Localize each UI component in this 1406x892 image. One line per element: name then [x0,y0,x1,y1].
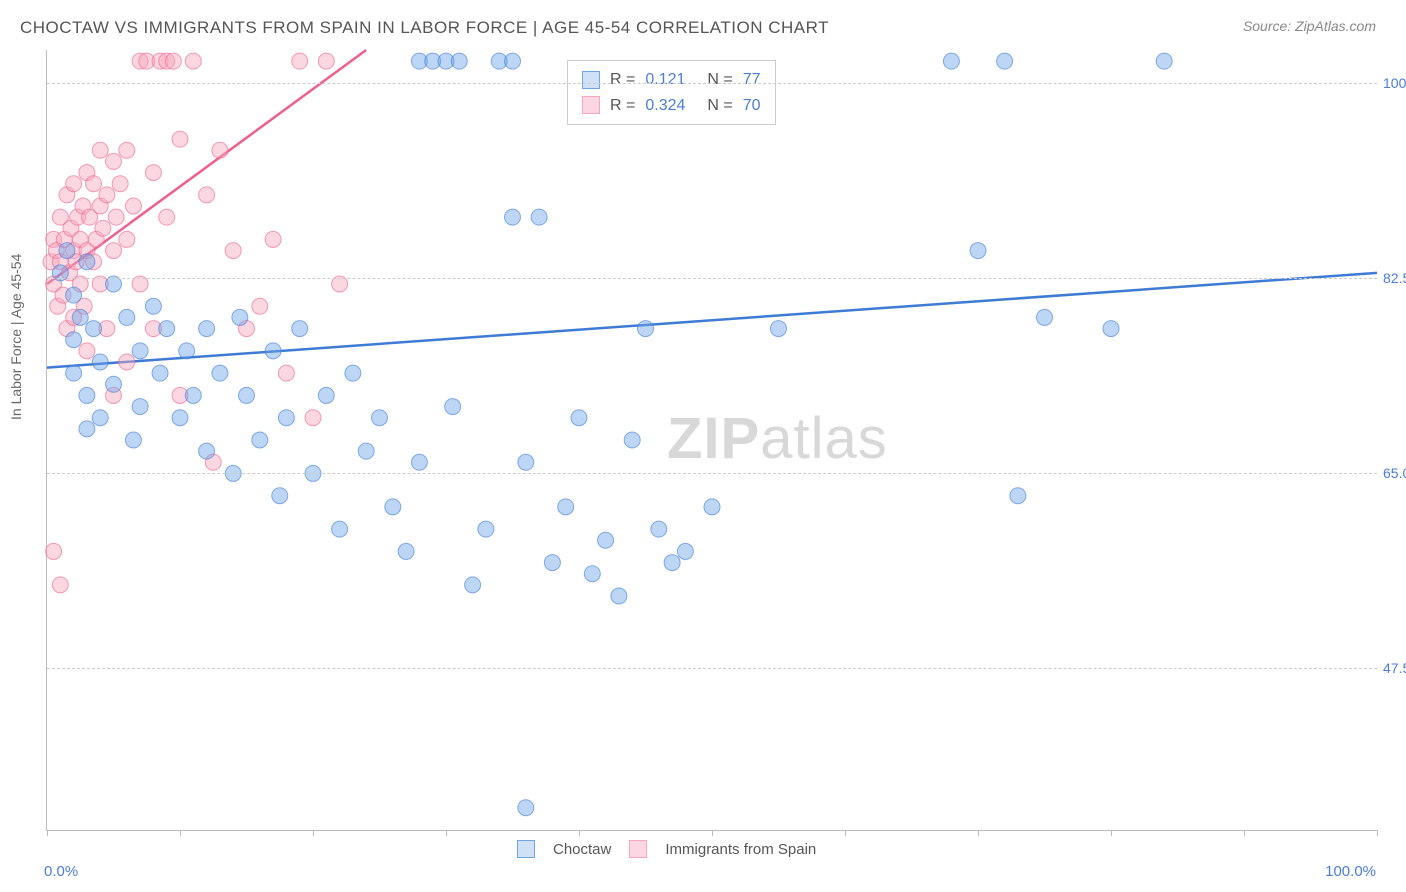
y-tick-label: 65.0% [1383,465,1406,481]
legend-swatch [629,840,647,858]
plot-area: ZIPatlas R = 0.121N = 77R = 0.324N = 70 … [46,50,1377,831]
y-axis-label: In Labor Force | Age 45-54 [8,254,24,420]
x-tick [1111,830,1112,836]
x-axis-min: 0.0% [44,863,78,880]
gridline [47,278,1377,279]
scatter-points [47,50,1377,830]
x-tick [1244,830,1245,836]
series-legend: Choctaw Immigrants from Spain [517,840,816,858]
legend-row: R = 0.121N = 77 [582,67,761,93]
x-tick [47,830,48,836]
legend-label: Choctaw [553,841,611,858]
x-tick [845,830,846,836]
gridline [47,473,1377,474]
x-tick [712,830,713,836]
y-tick-label: 47.5% [1383,660,1406,676]
gridline [47,83,1377,84]
x-tick [579,830,580,836]
gridline [47,668,1377,669]
correlation-legend: R = 0.121N = 77R = 0.324N = 70 [567,60,776,125]
legend-label: Immigrants from Spain [665,841,816,858]
chart-title: CHOCTAW VS IMMIGRANTS FROM SPAIN IN LABO… [20,18,829,38]
x-tick [978,830,979,836]
x-tick [180,830,181,836]
x-tick [313,830,314,836]
y-tick-label: 82.5% [1383,270,1406,286]
x-axis-max: 100.0% [1325,863,1376,880]
chart-source: Source: ZipAtlas.com [1243,18,1376,34]
x-tick [1377,830,1378,836]
legend-row: R = 0.324N = 70 [582,93,761,119]
legend-swatch [517,840,535,858]
x-tick [446,830,447,836]
y-tick-label: 100.0% [1383,75,1406,91]
